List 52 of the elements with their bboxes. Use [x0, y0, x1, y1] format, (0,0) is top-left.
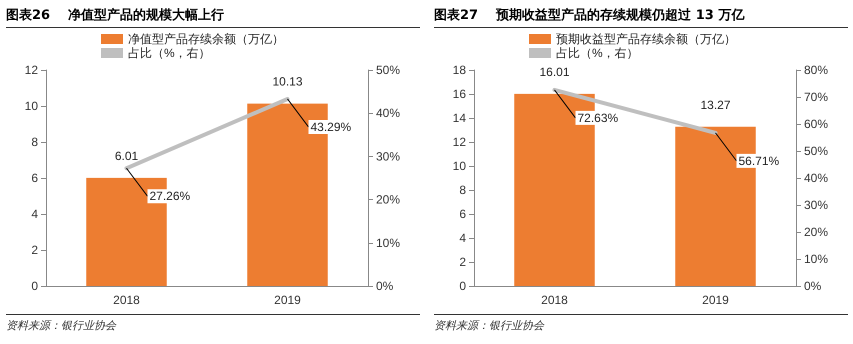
data-label: 13.27: [700, 98, 731, 112]
data-label: 10.13: [272, 74, 303, 89]
y2-tick-label: 50%: [376, 63, 400, 77]
x-tick-label: 2018: [113, 293, 140, 307]
data-label: 72.63%: [578, 110, 619, 125]
y2-tick-label: 20%: [804, 225, 828, 239]
y2-tick-label: 0%: [804, 279, 822, 293]
y-tick-label: 4: [31, 207, 38, 221]
y-tick-label: 12: [24, 63, 38, 77]
y-tick-label: 6: [459, 207, 466, 221]
y-tick-label: 0: [31, 279, 38, 293]
data-label: 16.01: [539, 64, 570, 79]
x-tick-label: 2019: [274, 293, 302, 307]
y2-tick-label: 10%: [804, 252, 828, 266]
x-tick-label: 2019: [702, 293, 730, 307]
y2-tick-label: 30%: [804, 198, 828, 212]
y-tick-label: 10: [24, 99, 38, 113]
y2-tick-label: 70%: [804, 90, 828, 104]
data-label: 56.71%: [738, 154, 780, 168]
y-tick-label: 6: [31, 171, 38, 185]
chart-title: 图表26 净值型产品的规模大幅上行: [6, 4, 420, 28]
y-tick-label: 8: [31, 135, 38, 149]
y-tick-label: 4: [459, 231, 466, 245]
y2-tick-label: 30%: [376, 149, 400, 164]
legend-label: 净值型产品存续余额（万亿）: [128, 32, 284, 46]
legend-label: 预期收益型产品存续余额（万亿）: [556, 32, 736, 46]
y-tick-label: 0: [459, 279, 466, 293]
y-tick-label: 18: [452, 63, 466, 77]
y-tick-label: 14: [452, 111, 466, 125]
y-tick-label: 16: [452, 87, 466, 101]
y2-tick-label: 40%: [376, 106, 400, 120]
text: 资料来源：银行业协会: [434, 314, 848, 333]
data-label: 43.29%: [310, 120, 352, 134]
legend-label: 占比（%，右）: [556, 46, 639, 60]
y-tick-label: 8: [459, 183, 466, 197]
y2-tick-label: 0%: [376, 279, 394, 293]
y2-tick-label: 60%: [804, 117, 828, 131]
data-label: 27.26%: [150, 189, 191, 204]
y-tick-label: 2: [459, 255, 466, 269]
y2-tick-label: 80%: [804, 63, 828, 77]
text: 资料来源：银行业协会: [6, 314, 420, 333]
x-tick-label: 2018: [541, 293, 568, 307]
chart-title: 图表27 预期收益型产品的存续规模仍超过 13 万亿: [434, 4, 848, 28]
y2-tick-label: 10%: [376, 236, 400, 250]
y-tick-label: 12: [452, 135, 466, 149]
y2-tick-label: 20%: [376, 192, 400, 207]
data-label: 6.01: [114, 148, 138, 163]
legend-label: 占比（%，右）: [128, 46, 211, 60]
y-tick-label: 10: [452, 159, 466, 173]
y2-tick-label: 50%: [804, 144, 828, 158]
y2-tick-label: 40%: [804, 171, 828, 185]
y-tick-label: 2: [31, 243, 38, 257]
